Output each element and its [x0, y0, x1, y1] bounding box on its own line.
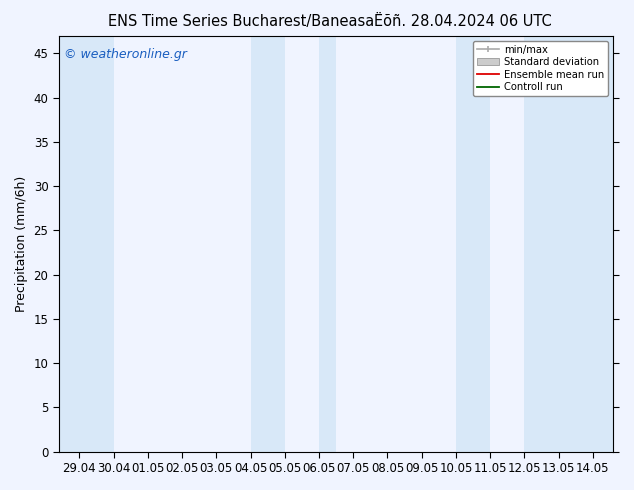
Bar: [524, 36, 614, 452]
Y-axis label: Precipitation (mm/6h): Precipitation (mm/6h): [15, 175, 28, 312]
Bar: [456, 36, 490, 452]
Text: ENS Time Series Bucharest/Baneasa: ENS Time Series Bucharest/Baneasa: [108, 14, 374, 29]
Text: Ëõñ. 28.04.2024 06 UTC: Ëõñ. 28.04.2024 06 UTC: [374, 14, 552, 29]
Text: © weatheronline.gr: © weatheronline.gr: [65, 48, 187, 61]
Bar: [250, 36, 285, 452]
Bar: [59, 36, 113, 452]
Legend: min/max, Standard deviation, Ensemble mean run, Controll run: min/max, Standard deviation, Ensemble me…: [473, 41, 609, 96]
Bar: [319, 36, 336, 452]
